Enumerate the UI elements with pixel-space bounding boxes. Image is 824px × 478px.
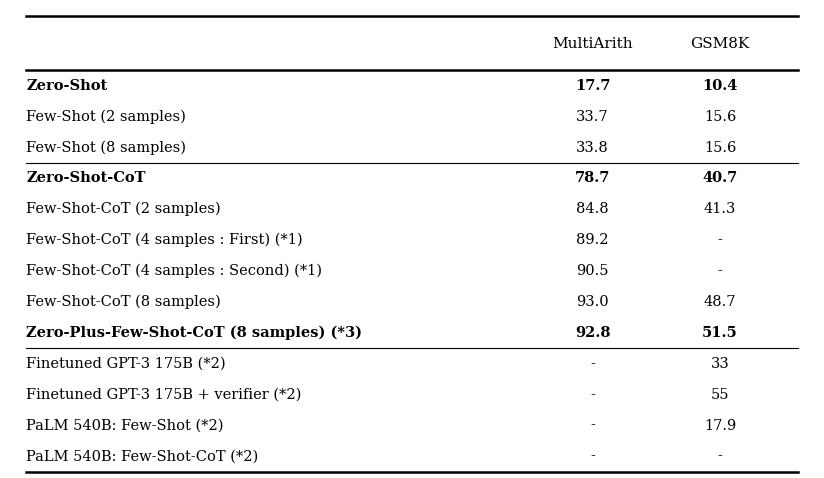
Text: 41.3: 41.3 [704,202,736,217]
Text: 15.6: 15.6 [704,141,736,154]
Text: -: - [590,449,595,463]
Text: 92.8: 92.8 [575,326,611,340]
Text: Few-Shot-CoT (8 samples): Few-Shot-CoT (8 samples) [26,295,221,309]
Text: 10.4: 10.4 [702,79,737,93]
Text: -: - [590,419,595,433]
Text: 93.0: 93.0 [576,295,609,309]
Text: -: - [718,264,723,278]
Text: 51.5: 51.5 [702,326,737,340]
Text: 33.8: 33.8 [576,141,609,154]
Text: Few-Shot-CoT (4 samples : Second) (*1): Few-Shot-CoT (4 samples : Second) (*1) [26,264,322,278]
Text: Few-Shot-CoT (2 samples): Few-Shot-CoT (2 samples) [26,202,221,217]
Text: Finetuned GPT-3 175B + verifier (*2): Finetuned GPT-3 175B + verifier (*2) [26,388,302,402]
Text: 89.2: 89.2 [577,233,609,247]
Text: 17.9: 17.9 [704,419,736,433]
Text: 40.7: 40.7 [702,172,737,185]
Text: -: - [718,449,723,463]
Text: Few-Shot (8 samples): Few-Shot (8 samples) [26,141,186,155]
Text: -: - [718,233,723,247]
Text: MultiArith: MultiArith [552,37,633,51]
Text: 84.8: 84.8 [576,202,609,217]
Text: Zero-Plus-Few-Shot-CoT (8 samples) (*3): Zero-Plus-Few-Shot-CoT (8 samples) (*3) [26,326,362,340]
Text: PaLM 540B: Few-Shot-CoT (*2): PaLM 540B: Few-Shot-CoT (*2) [26,449,258,463]
Text: PaLM 540B: Few-Shot (*2): PaLM 540B: Few-Shot (*2) [26,419,223,433]
Text: -: - [590,388,595,402]
Text: Finetuned GPT-3 175B (*2): Finetuned GPT-3 175B (*2) [26,357,226,371]
Text: -: - [590,357,595,371]
Text: 55: 55 [711,388,729,402]
Text: 33: 33 [710,357,729,371]
Text: 90.5: 90.5 [577,264,609,278]
Text: GSM8K: GSM8K [691,37,750,51]
Text: 33.7: 33.7 [576,109,609,124]
Text: 78.7: 78.7 [575,172,611,185]
Text: 48.7: 48.7 [704,295,736,309]
Text: Zero-Shot-CoT: Zero-Shot-CoT [26,172,146,185]
Text: 15.6: 15.6 [704,109,736,124]
Text: Few-Shot (2 samples): Few-Shot (2 samples) [26,109,186,124]
Text: Zero-Shot: Zero-Shot [26,79,107,93]
Text: 17.7: 17.7 [575,79,611,93]
Text: Few-Shot-CoT (4 samples : First) (*1): Few-Shot-CoT (4 samples : First) (*1) [26,233,302,248]
